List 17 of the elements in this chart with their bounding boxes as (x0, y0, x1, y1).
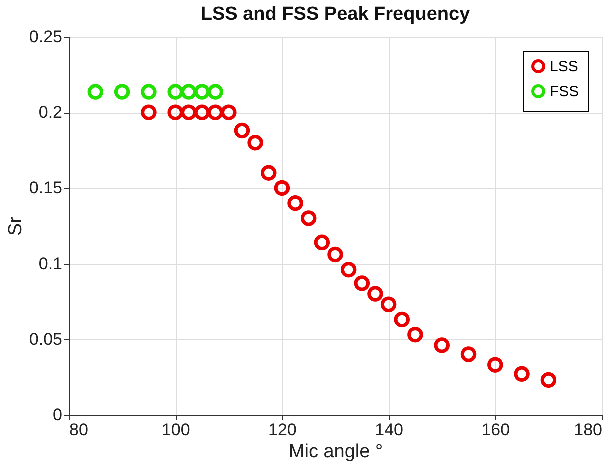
x-tick-label: 140 (375, 420, 404, 440)
y-tick-label: 0.2 (38, 103, 62, 122)
x-tick-label: 120 (268, 420, 297, 440)
x-tick-label: 100 (162, 420, 190, 440)
x-axis-title: Mic angle ° (288, 442, 384, 462)
x-tick-label: 180 (574, 420, 602, 440)
y-tick-label: 0.25 (29, 28, 62, 46)
legend-label: FSS (550, 84, 580, 100)
x-tick-label: 80 (70, 420, 88, 440)
y-tick-label: 0.15 (29, 178, 62, 198)
y-tick-label: 0.05 (29, 330, 62, 349)
y-tick-label: 0.1 (38, 254, 62, 274)
chart-title: LSS and FSS Peak Frequency (200, 4, 471, 25)
legend-label: LSS (550, 58, 578, 76)
y-tick-label: 0 (53, 406, 62, 424)
x-tick-label: 160 (482, 420, 510, 440)
y-axis-title: Sr (5, 216, 26, 236)
